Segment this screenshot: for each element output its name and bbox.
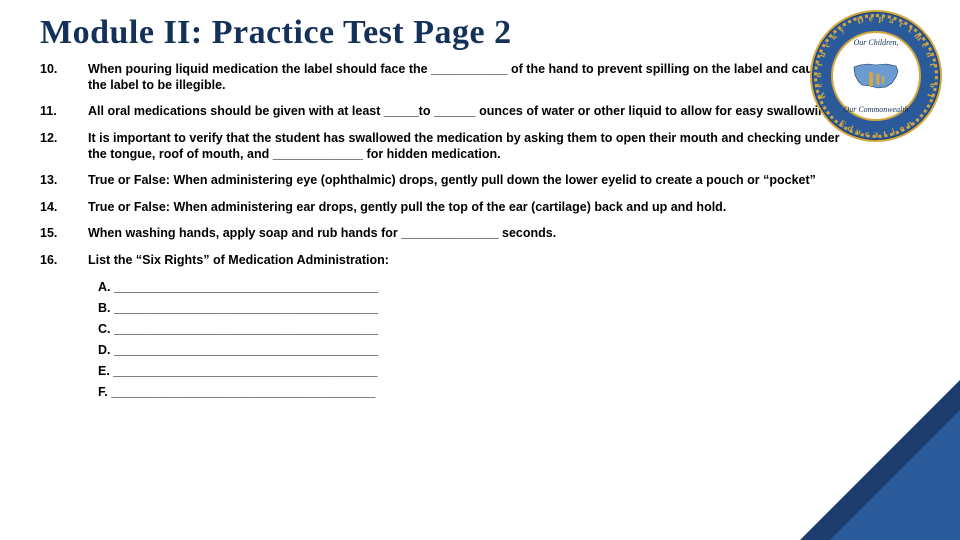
question-number: 12. [40,131,88,162]
family-icon [866,71,886,89]
question-number: 10. [40,62,88,93]
question-number: 15. [40,226,88,242]
question-text: It is important to verify that the stude… [88,131,840,162]
question-row: 10.When pouring liquid medication the la… [40,62,840,93]
page-title: Module II: Practice Test Page 2 [40,14,924,52]
corner-decoration-light [830,410,960,540]
blank-line: C. _____________________________________… [98,322,924,336]
blank-line: A. _____________________________________… [98,280,924,294]
question-number: 16. [40,253,88,269]
question-number: 14. [40,200,88,216]
question-text: When washing hands, apply soap and rub h… [88,226,840,242]
question-text: True or False: When administering ear dr… [88,200,840,216]
question-list: 10.When pouring liquid medication the la… [40,62,924,269]
question-text: True or False: When administering eye (o… [88,173,840,189]
question-row: 11.All oral medications should be given … [40,104,840,120]
question-row: 14. True or False: When administering ea… [40,200,840,216]
question-text: List the “Six Rights” of Medication Admi… [88,253,840,269]
question-row: 16. List the “Six Rights” of Medication … [40,253,840,269]
question-row: 15.When washing hands, apply soap and ru… [40,226,840,242]
question-number: 11. [40,104,88,120]
blank-line: B. _____________________________________… [98,301,924,315]
blank-line: E. _____________________________________… [98,364,924,378]
question-text: All oral medications should be given wit… [88,104,840,120]
kde-seal-logo: Kentucky Department of Education Our Chi… [810,10,942,142]
question-row: 12. It is important to verify that the s… [40,131,840,162]
blank-line: D. _____________________________________… [98,343,924,357]
question-text: When pouring liquid medication the label… [88,62,840,93]
seal-inner-top: Our Children, [833,38,919,47]
question-number: 13. [40,173,88,189]
question-row: 13. True or False: When administering ey… [40,173,840,189]
seal-inner-bottom: Our Commonwealth [833,105,919,114]
